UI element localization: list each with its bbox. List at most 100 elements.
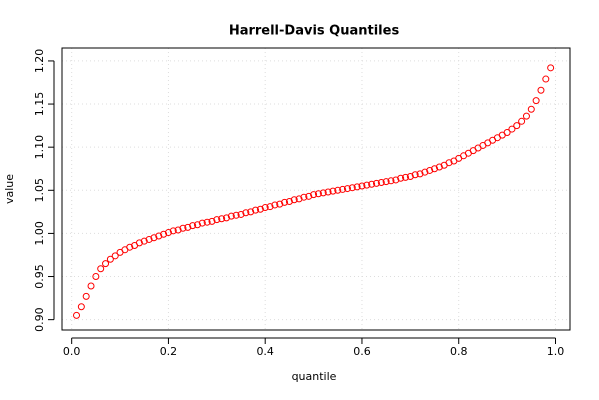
point bbox=[547, 64, 555, 72]
point bbox=[155, 232, 163, 240]
point bbox=[348, 184, 356, 192]
point bbox=[92, 273, 100, 281]
point bbox=[358, 182, 366, 190]
point bbox=[145, 235, 153, 243]
point bbox=[397, 174, 405, 182]
point bbox=[372, 179, 380, 187]
point bbox=[179, 224, 187, 232]
point bbox=[213, 216, 221, 224]
point bbox=[222, 214, 230, 222]
point bbox=[290, 196, 298, 204]
point bbox=[416, 170, 424, 178]
point bbox=[387, 177, 395, 185]
x-tick-label: 0.2 bbox=[160, 345, 178, 358]
point bbox=[73, 311, 81, 319]
y-axis-label: value bbox=[3, 174, 16, 204]
point bbox=[503, 129, 511, 137]
point bbox=[227, 212, 235, 220]
point bbox=[522, 112, 530, 120]
point bbox=[256, 205, 264, 213]
point bbox=[319, 189, 327, 197]
point bbox=[271, 201, 279, 209]
x-tick-label: 0.0 bbox=[63, 345, 81, 358]
point bbox=[295, 195, 303, 203]
point bbox=[421, 168, 429, 176]
point bbox=[518, 117, 526, 125]
x-tick-label: 0.4 bbox=[256, 345, 274, 358]
point bbox=[160, 230, 168, 238]
point bbox=[97, 265, 105, 273]
y-tick-label: 0.90 bbox=[33, 307, 46, 332]
point bbox=[314, 190, 322, 198]
point bbox=[435, 163, 443, 171]
point bbox=[406, 172, 414, 180]
point bbox=[77, 303, 85, 311]
y-tick-label: 1.20 bbox=[33, 49, 46, 73]
point bbox=[82, 292, 90, 300]
point bbox=[164, 229, 172, 237]
point bbox=[300, 193, 308, 201]
point bbox=[247, 208, 255, 216]
y-tick-label: 1.10 bbox=[33, 135, 46, 160]
point bbox=[135, 239, 143, 247]
point bbox=[353, 183, 361, 191]
point bbox=[150, 234, 158, 242]
plot-frame bbox=[61, 47, 571, 331]
point bbox=[281, 198, 289, 206]
point bbox=[252, 206, 260, 214]
point bbox=[106, 255, 114, 263]
point bbox=[208, 217, 216, 225]
point bbox=[285, 198, 293, 206]
point bbox=[508, 125, 516, 133]
point bbox=[363, 181, 371, 189]
point bbox=[329, 187, 337, 195]
point bbox=[527, 105, 535, 113]
point bbox=[392, 176, 400, 184]
point bbox=[111, 252, 119, 260]
point bbox=[232, 211, 240, 219]
point bbox=[198, 219, 206, 227]
point bbox=[537, 86, 545, 94]
point bbox=[445, 159, 453, 167]
x-tick-label: 1.0 bbox=[547, 345, 565, 358]
point bbox=[513, 122, 521, 130]
chart-title: Harrell-Davis Quantiles bbox=[229, 24, 400, 39]
point bbox=[542, 75, 550, 83]
point bbox=[310, 191, 318, 199]
y-tick-label: 0.95 bbox=[33, 264, 46, 289]
point bbox=[126, 243, 134, 251]
point bbox=[140, 237, 148, 245]
point bbox=[193, 221, 201, 229]
point bbox=[324, 188, 332, 196]
point bbox=[237, 210, 245, 218]
point bbox=[382, 178, 390, 186]
point bbox=[87, 282, 95, 290]
x-tick-label: 0.8 bbox=[450, 345, 468, 358]
point bbox=[218, 215, 226, 223]
point bbox=[102, 260, 110, 268]
x-tick-label: 0.6 bbox=[353, 345, 371, 358]
point bbox=[184, 223, 192, 231]
y-tick-label: 1.05 bbox=[33, 178, 46, 203]
point bbox=[261, 204, 269, 212]
y-tick-label: 1.15 bbox=[33, 92, 46, 117]
point bbox=[343, 185, 351, 193]
point bbox=[339, 185, 347, 193]
point bbox=[276, 200, 284, 208]
point bbox=[334, 186, 342, 194]
x-axis-label: quantile bbox=[292, 370, 337, 383]
point bbox=[169, 227, 177, 235]
point bbox=[368, 180, 376, 188]
point bbox=[426, 166, 434, 174]
point bbox=[266, 203, 274, 211]
point bbox=[431, 165, 439, 173]
point bbox=[203, 218, 211, 226]
point bbox=[402, 173, 410, 181]
point bbox=[532, 97, 540, 105]
point bbox=[189, 222, 197, 230]
point bbox=[305, 192, 313, 200]
point bbox=[411, 171, 419, 179]
y-tick-label: 1.00 bbox=[33, 221, 46, 246]
